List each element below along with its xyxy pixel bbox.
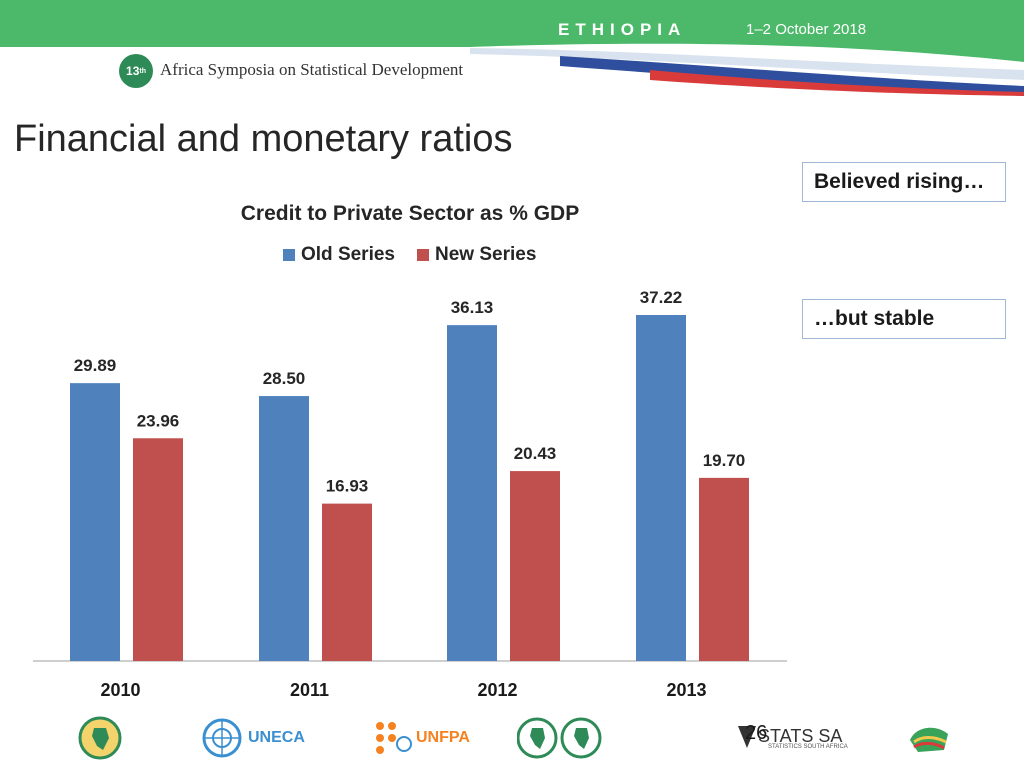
uneca-label: UNECA — [248, 729, 305, 746]
un-emblem-icon — [202, 718, 242, 758]
statssa-label: STATS SA — [758, 725, 843, 746]
legend-label-new: New Series — [435, 244, 537, 265]
uneca-logo: UNECA — [200, 716, 305, 760]
au-logo — [78, 716, 122, 760]
callout-but-stable: …but stable — [802, 299, 1006, 339]
symposium-badge-number: 13 — [126, 64, 140, 78]
legend-item-old: Old Series — [283, 244, 395, 266]
value-label-new-2010: 23.96 — [137, 411, 180, 430]
bar-old-2012 — [447, 325, 497, 661]
bar-new-2012 — [510, 471, 560, 661]
value-label-old-2011: 28.50 — [263, 369, 306, 388]
auc-logos — [517, 716, 603, 760]
ethiopia-logo — [906, 720, 952, 756]
au-emblem-icon — [78, 716, 122, 760]
bar-old-2013 — [636, 315, 686, 661]
chart-title: Credit to Private Sector as % GDP — [240, 202, 580, 225]
callout-believed-rising: Believed rising… — [802, 162, 1006, 202]
bar-old-2010 — [70, 383, 120, 661]
header-date: 1–2 October 2018 — [746, 21, 867, 38]
bar-old-2011 — [259, 396, 309, 661]
symposium-badge-sup: th — [139, 67, 146, 75]
statssa-subtitle: STATISTICS SOUTH AFRICA — [768, 744, 848, 750]
chart-legend: Old Series New Series — [283, 244, 536, 266]
category-label-2011: 2011 — [290, 680, 329, 700]
legend-label-old: Old Series — [301, 244, 395, 265]
legend-swatch-old — [283, 249, 295, 261]
page-number: 26 — [745, 722, 768, 744]
african-union-emblems-icon — [517, 717, 602, 759]
value-label-new-2013: 19.70 — [703, 451, 746, 470]
unfpa-logo: UNFPA — [372, 718, 470, 758]
header-graphic — [0, 0, 1024, 96]
unfpa-dots-icon — [376, 722, 412, 754]
value-label-old-2010: 29.89 — [74, 356, 117, 375]
value-label-new-2011: 16.93 — [326, 477, 369, 496]
category-label-2012: 2012 — [477, 680, 517, 700]
category-label-2013: 2013 — [666, 680, 706, 700]
symposium-name: Africa Symposia on Statistical Developme… — [160, 60, 464, 79]
bar-new-2013 — [699, 477, 749, 661]
legend-item-new: New Series — [417, 244, 536, 266]
header-country: ETHIOPIA — [558, 20, 687, 39]
bar-new-2011 — [322, 503, 372, 661]
unfpa-label: UNFPA — [416, 729, 470, 746]
footer-logos: UNECA UNFPA STATS SA — [0, 700, 1024, 768]
category-label-2010: 2010 — [100, 680, 140, 700]
statssa-logo: STATS SA — [736, 722, 842, 750]
value-label-old-2012: 36.13 — [451, 298, 494, 317]
value-label-new-2012: 20.43 — [514, 444, 557, 463]
slide-title: Financial and monetary ratios — [14, 118, 513, 160]
legend-swatch-new — [417, 249, 429, 261]
value-label-old-2013: 37.22 — [640, 288, 683, 307]
bar-new-2010 — [133, 438, 183, 661]
statssa-figure-icon — [738, 726, 756, 748]
ethiopia-map-icon — [910, 727, 948, 752]
